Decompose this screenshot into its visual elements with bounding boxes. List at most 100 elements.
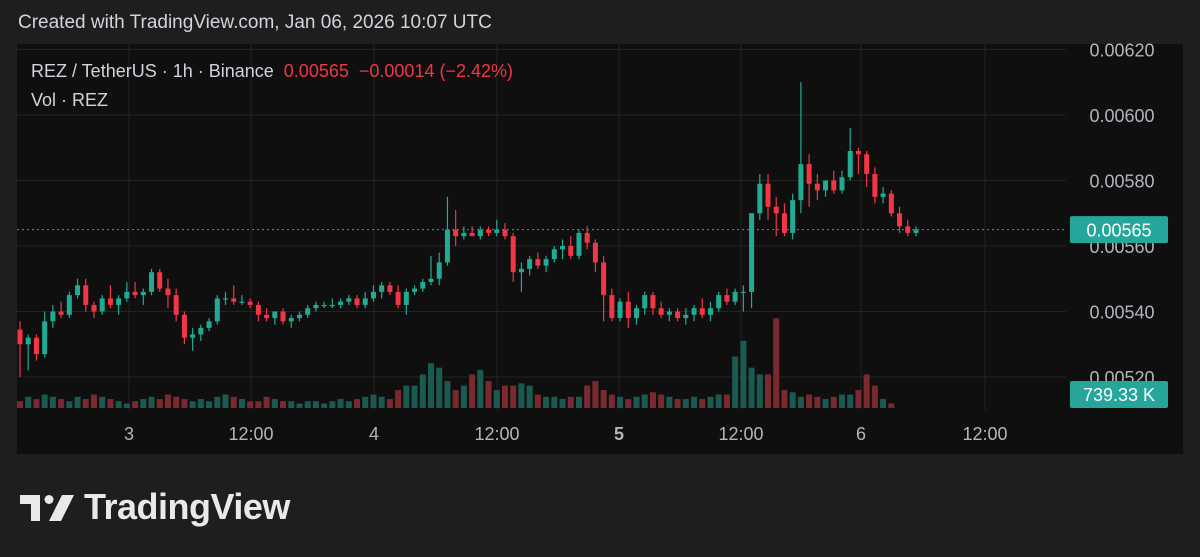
volume-bar xyxy=(707,396,714,408)
candle xyxy=(198,327,204,335)
candle xyxy=(518,268,524,273)
volume-bar xyxy=(797,396,804,408)
candle xyxy=(535,259,541,266)
candle xyxy=(412,288,418,292)
candle xyxy=(724,295,730,302)
volume-bar xyxy=(156,399,163,408)
volume-bar xyxy=(543,396,550,408)
volume-bar xyxy=(855,390,862,408)
candle xyxy=(329,304,335,307)
candle xyxy=(444,229,450,263)
candle xyxy=(42,321,48,355)
candle xyxy=(157,272,163,289)
volume-bar xyxy=(296,403,303,408)
volume-bar xyxy=(271,399,278,408)
symbol-label[interactable]: REZ / TetherUS · 1h · Binance xyxy=(31,61,274,81)
volume-badge xyxy=(1070,381,1168,408)
candle xyxy=(699,308,705,315)
candle xyxy=(666,311,672,315)
candle xyxy=(223,298,228,300)
volume-bar xyxy=(362,396,369,408)
candle xyxy=(264,314,270,319)
volume-bar xyxy=(501,385,508,408)
volume-bar xyxy=(49,396,56,408)
candle xyxy=(658,308,664,315)
y-tick-label: 0.00540 xyxy=(1089,303,1154,323)
candle xyxy=(691,308,697,315)
volume-bar xyxy=(206,401,213,408)
volume-bar xyxy=(181,399,188,408)
candle xyxy=(50,311,56,322)
volume-bar xyxy=(715,394,722,408)
volume-bar xyxy=(740,340,747,408)
volume-bar xyxy=(806,394,813,408)
change-label: −0.00014 (−2.42%) xyxy=(358,61,514,81)
volume-bar xyxy=(378,396,385,408)
volume-legend[interactable]: Vol · REZ xyxy=(31,90,109,110)
chart-panel[interactable] xyxy=(17,44,1183,454)
candle xyxy=(305,308,311,315)
x-tick-label: 6 xyxy=(856,424,866,444)
candle xyxy=(872,173,878,197)
y-tick-label: 0.00600 xyxy=(1089,106,1154,126)
volume-bar xyxy=(682,399,689,408)
candle xyxy=(99,298,105,312)
candle xyxy=(387,285,393,292)
candle xyxy=(395,291,401,305)
last-price-label: 0.00565 xyxy=(283,61,349,81)
volume-bar xyxy=(584,385,591,408)
volume-bar xyxy=(74,396,81,408)
volume-bar xyxy=(247,401,254,408)
volume-bar xyxy=(888,403,895,408)
candle xyxy=(288,318,294,322)
candle xyxy=(642,295,648,309)
candle xyxy=(379,285,385,292)
volume-bar xyxy=(33,399,40,408)
candle xyxy=(321,304,327,307)
candle xyxy=(132,291,138,296)
volume-bar xyxy=(649,392,656,408)
candle xyxy=(461,232,467,237)
volume-bar xyxy=(460,385,467,408)
volume-bar xyxy=(822,399,829,408)
candle xyxy=(568,246,574,256)
volume-bar xyxy=(304,401,311,408)
candle xyxy=(83,285,89,305)
volume-bar xyxy=(748,367,755,408)
candle xyxy=(494,229,500,233)
candle xyxy=(527,259,533,269)
volume-bar xyxy=(452,390,459,408)
candle xyxy=(634,308,639,319)
volume-bar xyxy=(99,396,106,408)
candle xyxy=(255,304,261,315)
candle xyxy=(823,180,829,191)
volume-bar xyxy=(321,403,328,408)
candle xyxy=(683,314,689,319)
volume-bar xyxy=(173,396,180,408)
volume-bar xyxy=(345,401,352,408)
candle xyxy=(806,164,812,184)
volume-bar xyxy=(403,385,410,408)
volume-bar xyxy=(592,381,599,408)
candle xyxy=(551,249,557,260)
volume-bar xyxy=(411,385,418,408)
volume-bar xyxy=(386,399,393,408)
candle xyxy=(296,314,302,319)
volume-bar xyxy=(839,394,845,408)
volume-bar xyxy=(493,390,500,408)
last-price-badge xyxy=(1070,216,1168,244)
volume-bar xyxy=(567,396,574,408)
volume-bar xyxy=(123,403,130,408)
candle xyxy=(181,314,187,338)
volume-badge-text: 739.33 K xyxy=(1083,385,1155,405)
tradingview-logo-icon xyxy=(20,495,74,521)
volume-bar xyxy=(189,401,196,408)
candle xyxy=(839,177,845,191)
y-tick-label: 0.00620 xyxy=(1089,41,1154,61)
volume-bar xyxy=(518,383,525,408)
candle xyxy=(33,337,39,355)
volume-bar xyxy=(436,367,443,408)
x-tick-label: 12:00 xyxy=(962,424,1007,444)
volume-bar xyxy=(575,396,582,408)
